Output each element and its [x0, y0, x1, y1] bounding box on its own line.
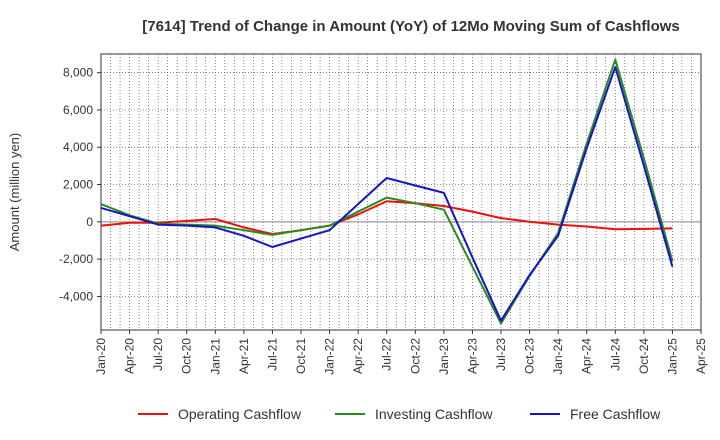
x-tick-label: Jan-20: [94, 338, 108, 375]
x-tick-label: Apr-22: [351, 338, 365, 374]
y-axis-label: Amount (million yen): [7, 133, 22, 252]
x-tick-label: Jan-22: [323, 338, 337, 375]
x-tick-label: Jul-24: [608, 338, 622, 371]
x-tick-label: Jul-23: [494, 338, 508, 371]
x-tick-label: Oct-24: [637, 338, 651, 374]
x-tick-label: Jan-23: [437, 338, 451, 375]
y-tick-label: -2,000: [59, 252, 93, 266]
x-tick-label: Apr-23: [465, 338, 479, 374]
series-lines: [100, 58, 674, 325]
x-tick-label: Jan-21: [208, 338, 222, 375]
series-line-investing-cashflow: [100, 58, 674, 325]
x-tick-label: Oct-23: [523, 338, 537, 374]
x-tick-label: Oct-21: [294, 338, 308, 374]
x-tick-label: Apr-20: [123, 338, 137, 374]
x-tick-label: Apr-21: [237, 338, 251, 374]
y-tick-label: -4,000: [59, 289, 93, 303]
plot-frame: [100, 53, 702, 331]
x-tick-label: Jul-22: [380, 338, 394, 371]
legend-label-free-cashflow: Free Cashflow: [570, 406, 661, 422]
chart-title: [7614] Trend of Change in Amount (YoY) o…: [142, 18, 680, 35]
x-tick-label: Jan-25: [665, 338, 679, 375]
y-tick-label: 6,000: [63, 103, 93, 117]
legend-label-operating-cashflow: Operating Cashflow: [178, 406, 302, 422]
y-axis-ticks: -4,000 -2,000 0 2,000 4,000 6,000 8,000: [59, 66, 101, 303]
x-tick-label: Oct-20: [180, 338, 194, 374]
series-line-operating-cashflow: [100, 200, 673, 235]
y-tick-label: 8,000: [63, 66, 93, 80]
x-tick-label: Apr-24: [580, 338, 594, 374]
grid: [100, 54, 702, 330]
legend-label-investing-cashflow: Investing Cashflow: [375, 406, 493, 422]
x-axis-ticks: Jan-20 Apr-20 Jul-20 Oct-20 Jan-21 Apr-21 Jul-…: [94, 330, 708, 375]
x-tick-label: Jul-21: [265, 338, 279, 371]
y-tick-label: 4,000: [63, 140, 93, 154]
x-tick-label: Jul-20: [151, 338, 165, 371]
legend: Operating Cashflow Investing Cashflow Free…: [138, 406, 661, 422]
series-line-free-cashflow: [100, 66, 674, 322]
x-tick-label: Jan-24: [551, 338, 565, 375]
y-tick-label: 2,000: [63, 178, 93, 192]
x-tick-label: Apr-25: [694, 338, 708, 374]
x-tick-label: Oct-22: [408, 338, 422, 374]
y-tick-label: 0: [86, 215, 93, 229]
